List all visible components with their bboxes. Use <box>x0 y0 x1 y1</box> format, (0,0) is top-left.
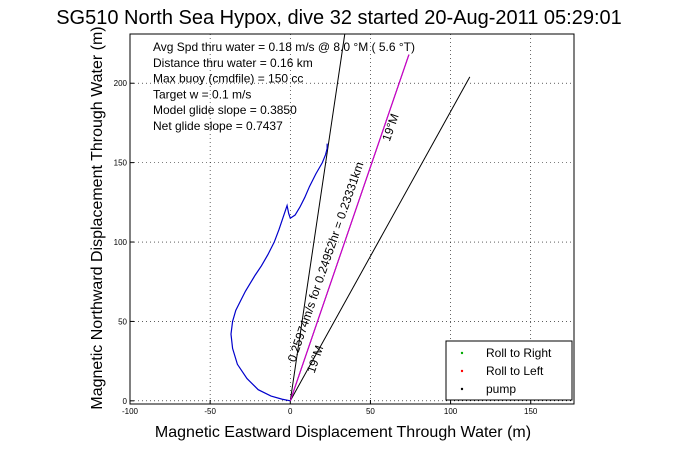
info-line: Distance thru water = 0.16 km <box>153 56 313 70</box>
y-tick-label: 0 <box>123 397 128 406</box>
info-line: Avg Spd thru water = 0.18 m/s @ 8.0 °M (… <box>153 40 415 54</box>
legend-label: pump <box>486 382 516 396</box>
x-tick-label: 0 <box>288 407 293 416</box>
axes-frame <box>129 33 575 405</box>
series-line <box>289 54 410 402</box>
info-line: Model glide slope = 0.3850 <box>153 103 297 117</box>
y-tick-label: 100 <box>114 238 128 247</box>
series-line <box>230 143 328 402</box>
y-tick-label: 150 <box>114 159 128 168</box>
legend-marker <box>460 351 464 355</box>
x-tick-label: 50 <box>366 407 375 416</box>
info-line: Max buoy (cmdfile) = 150 cc <box>153 72 303 86</box>
info-line: Net glide slope = 0.7437 <box>153 119 283 133</box>
info-text-block: Avg Spd thru water = 0.18 m/s @ 8.0 °M (… <box>153 40 415 133</box>
legend-box <box>445 340 573 401</box>
y-tick-label: 200 <box>114 79 128 88</box>
x-tick-label: -100 <box>122 407 139 416</box>
legend-marker <box>460 387 464 391</box>
info-line: Target w = 0.1 m/s <box>153 87 251 101</box>
x-tick-label: 150 <box>524 407 538 416</box>
legend-label: Roll to Left <box>486 364 544 378</box>
legend: Roll to Right Roll to Left pump <box>445 340 573 401</box>
reference-line <box>289 76 471 402</box>
series-group <box>230 54 410 402</box>
axis-tick-labels: -100 -50 0 50 100 150 0 50 100 150 200 <box>114 79 538 416</box>
reference-line <box>289 33 346 401</box>
y-tick-label: 50 <box>118 317 127 326</box>
x-tick-label: -50 <box>204 407 216 416</box>
chart-title: SG510 North Sea Hypox, dive 32 started 2… <box>56 7 622 29</box>
x-axis-label: Magnetic Eastward Displacement Through W… <box>155 424 531 441</box>
y-axis-label: Magnetic Northward Displacement Through … <box>89 26 106 409</box>
legend-label: Roll to Right <box>486 346 552 360</box>
x-tick-label: 100 <box>444 407 458 416</box>
legend-marker <box>460 369 464 373</box>
